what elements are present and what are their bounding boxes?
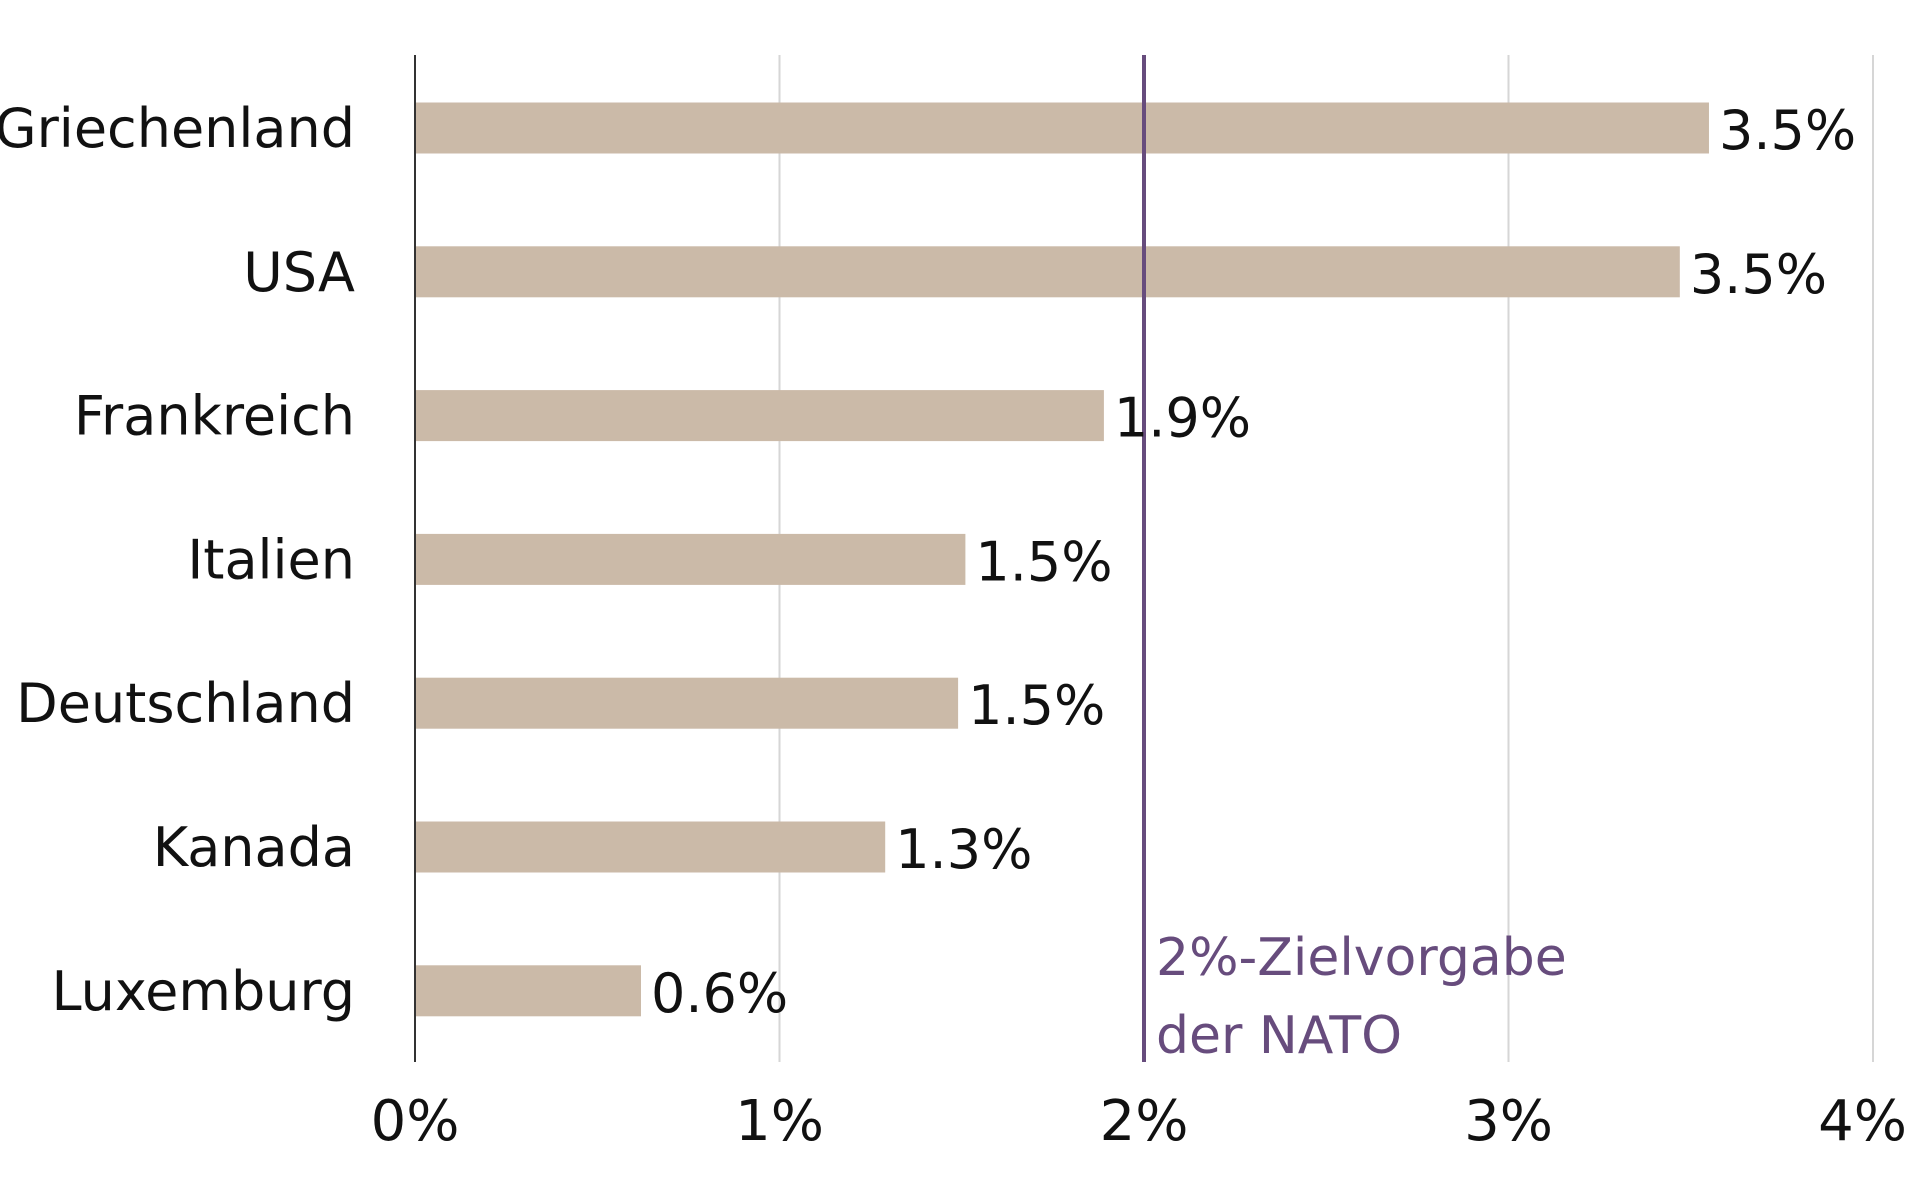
bar [416, 533, 966, 585]
category-label: Italien [187, 528, 355, 591]
reference-line-label: der NATO [1156, 1006, 1402, 1066]
category-label: USA [243, 241, 355, 304]
value-label: 0.6% [651, 962, 788, 1025]
value-label: 1.5% [968, 674, 1105, 737]
bars [416, 102, 1709, 1017]
bar [416, 102, 1709, 154]
category-label: Luxemburg [51, 960, 355, 1023]
category-label: Kanada [153, 816, 355, 879]
bar [416, 677, 959, 729]
x-tick-label: 0% [371, 1089, 460, 1154]
bar [416, 246, 1680, 298]
category-label: Frankreich [74, 385, 355, 448]
x-tick-label: 2% [1100, 1089, 1189, 1154]
value-label: 1.3% [895, 818, 1032, 881]
bar [416, 965, 641, 1017]
x-tick-label: 1% [735, 1089, 824, 1154]
bar [416, 821, 886, 873]
value-label: 3.5% [1690, 243, 1827, 306]
value-label: 1.9% [1114, 387, 1251, 450]
x-tick-label: 3% [1464, 1089, 1553, 1154]
reference-line-label: 2%-Zielvorgabe [1156, 928, 1567, 988]
bar [416, 390, 1104, 442]
category-label: Griechenland [0, 97, 355, 160]
labels: 0% 1% 2% 3% 4% Griechenland 3.5% USA 3.5% Frankre… [0, 97, 1907, 1154]
x-tick-label: 4% [1818, 1089, 1907, 1154]
value-label: 3.5% [1719, 99, 1856, 162]
category-label: Deutschland [16, 672, 355, 735]
value-label: 1.5% [975, 530, 1112, 593]
